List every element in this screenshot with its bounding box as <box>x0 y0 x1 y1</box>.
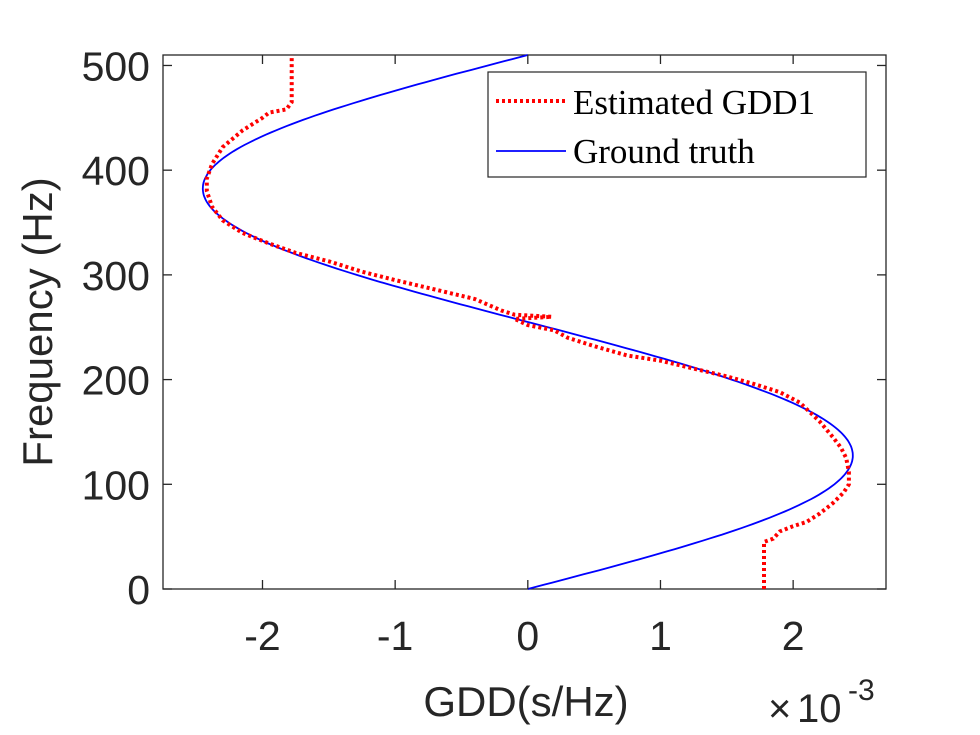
y-axis-ticks: 0 100 200 300 400 500 <box>82 43 886 613</box>
x-axis-title: GDD(s/Hz) <box>423 678 628 725</box>
exponent-power: -3 <box>848 674 875 707</box>
x-axis-ticks: -2 -1 0 1 2 <box>244 55 805 659</box>
legend-box <box>487 71 867 178</box>
legend: Estimated GDD1 Ground truth <box>487 71 867 178</box>
x-tick-label: -2 <box>244 613 280 659</box>
legend-ground-truth-label: Ground truth <box>573 132 755 171</box>
y-tick-label: 0 <box>127 567 150 613</box>
times-sign: × <box>768 687 791 731</box>
x-tick-label: 1 <box>649 613 672 659</box>
y-tick-label: 300 <box>82 253 150 299</box>
x-tick-label: 2 <box>782 613 805 659</box>
x-tick-label: -1 <box>377 613 413 659</box>
y-tick-label: 100 <box>82 462 150 508</box>
y-axis-title: Frequency (Hz) <box>14 177 61 466</box>
legend-estimated-label: Estimated GDD1 <box>573 83 815 122</box>
y-tick-label: 200 <box>82 358 150 404</box>
y-tick-label: 400 <box>82 148 150 194</box>
ground-truth-line <box>201 54 854 590</box>
y-tick-label: 500 <box>82 43 150 89</box>
exponent-base: 10 <box>797 687 842 731</box>
x-exponent-label: × 10 -3 <box>768 674 875 731</box>
x-tick-label: 0 <box>516 613 539 659</box>
estimated-gdd1-line <box>204 55 851 589</box>
